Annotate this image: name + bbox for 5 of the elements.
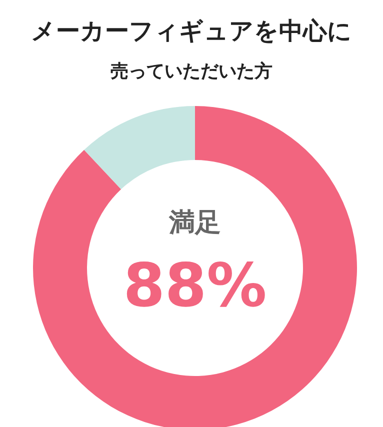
slice-label: 満足 [168, 208, 221, 238]
data-label: 88% [123, 251, 267, 321]
chart-subtitle: 売っていただいた方 [110, 61, 272, 82]
chart-title: メーカーフィギュアを中心に [31, 17, 352, 45]
donut-slice [84, 106, 195, 190]
